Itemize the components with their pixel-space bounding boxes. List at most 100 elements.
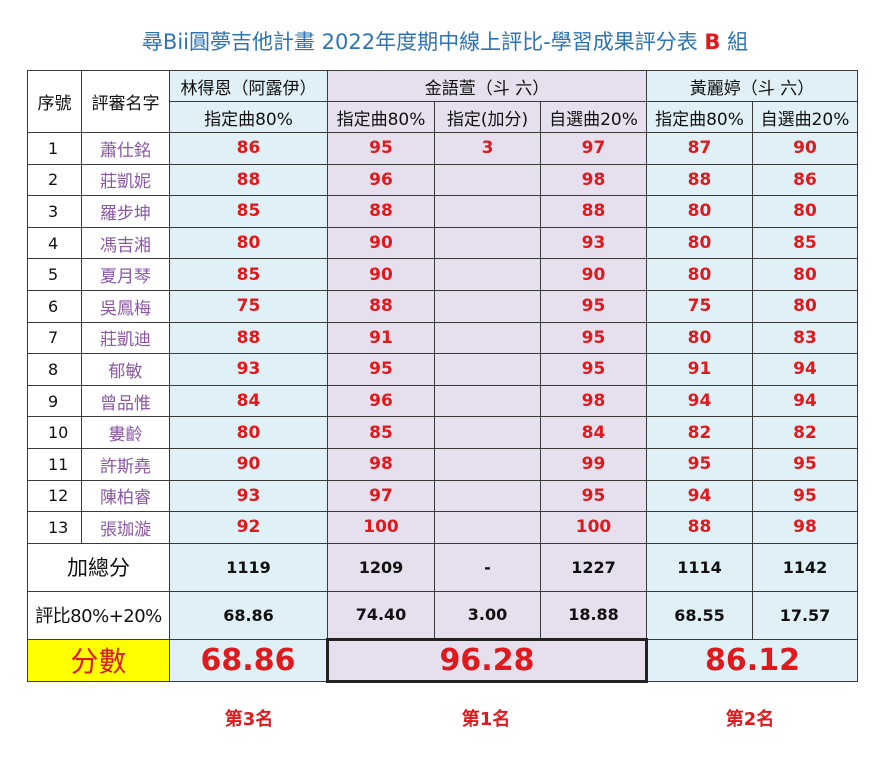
table-row: 7 莊凱迪 88 91 95 80 83 (27, 321, 858, 355)
score-cell: 93 (540, 226, 647, 260)
score-cell: 87 (646, 132, 753, 165)
score-cell: 80 (752, 195, 858, 228)
score-cell: 80 (646, 226, 753, 260)
score-cell: 80 (646, 195, 753, 228)
score-cell: 95 (646, 447, 753, 481)
score-cell: 96 (327, 384, 435, 418)
score-cell: 94 (646, 479, 753, 513)
final-score-player-2: 96.28 (326, 637, 648, 683)
score-cell: 84 (540, 416, 647, 449)
table-row: 10 婁齡 80 85 84 82 82 (27, 416, 858, 449)
row-index: 13 (27, 511, 82, 544)
score-cell: 88 (169, 321, 328, 355)
subheader-p1-set: 指定曲80% (169, 101, 328, 133)
row-index: 2 (27, 163, 82, 197)
score-cell: 94 (646, 384, 753, 418)
row-index: 5 (27, 258, 82, 291)
score-cell: 98 (327, 447, 435, 481)
score-cell: 93 (169, 479, 328, 513)
judge-name: 莊凱迪 (81, 321, 170, 355)
table-row: 6 吳鳳梅 75 88 95 75 80 (27, 289, 858, 323)
score-cell: 95 (540, 289, 647, 323)
score-cell (434, 289, 541, 323)
table-row: 4 馮吉湘 80 90 93 80 85 (27, 226, 858, 260)
table-row: 2 莊凱妮 88 96 98 88 86 (27, 163, 858, 197)
subheader-p2-bonus: 指定(加分) (434, 101, 541, 133)
score-cell: 95 (752, 447, 858, 481)
score-cell (434, 163, 541, 197)
score-cell: 86 (169, 132, 328, 165)
score-cell: 83 (752, 321, 858, 355)
score-cell: 90 (327, 258, 435, 291)
score-cell: 91 (327, 321, 435, 355)
score-cell: 80 (646, 258, 753, 291)
table-row: 9 曾品惟 84 96 98 94 94 (27, 384, 858, 418)
judge-name: 吳鳳梅 (81, 289, 170, 323)
judge-name: 馮吉湘 (81, 226, 170, 260)
ratio-cell: 3.00 (434, 590, 541, 640)
judge-name: 曾品惟 (81, 384, 170, 418)
title-text: 尋Bii圓夢吉他計畫 2022年度期中線上評比-學習成果評分表 (141, 30, 705, 54)
table-row: 12 陳柏睿 93 97 95 94 95 (27, 479, 858, 513)
table-row: 3 羅步坤 85 88 88 80 80 (27, 195, 858, 228)
score-cell: 90 (327, 226, 435, 260)
score-cell: 85 (327, 416, 435, 449)
ratio-cell: 18.88 (540, 590, 647, 640)
score-cell: 95 (540, 321, 647, 355)
score-cell: 80 (646, 321, 753, 355)
score-cell (434, 416, 541, 449)
score-cell: 96 (327, 163, 435, 197)
title-group-letter: B (704, 30, 721, 54)
score-cell (434, 384, 541, 418)
score-cell: 88 (169, 163, 328, 197)
score-cell: 90 (752, 132, 858, 165)
score-cell: 98 (540, 384, 647, 418)
header-player-3: 黃麗婷（斗 六） (646, 70, 858, 102)
judge-name: 莊凱妮 (81, 163, 170, 197)
score-cell: 94 (752, 384, 858, 418)
score-cell (434, 258, 541, 291)
total-cell: 1227 (540, 542, 647, 592)
score-cell: 75 (169, 289, 328, 323)
judge-name: 夏月琴 (81, 258, 170, 291)
judge-name: 羅步坤 (81, 195, 170, 228)
score-cell: 95 (327, 132, 435, 165)
score-cell: 3 (434, 132, 541, 165)
score-cell: 92 (169, 511, 328, 544)
row-index: 3 (27, 195, 82, 228)
score-cell (434, 353, 541, 386)
score-cell: 80 (169, 416, 328, 449)
score-cell: 100 (327, 511, 435, 544)
score-cell: 90 (540, 258, 647, 291)
ratio-cell: 17.57 (752, 590, 858, 640)
score-cell: 75 (646, 289, 753, 323)
judge-name: 蕭仕銘 (81, 132, 170, 165)
row-index: 6 (27, 289, 82, 323)
header-judge: 評審名字 (81, 70, 170, 133)
subheader-p3-set: 指定曲80% (646, 101, 753, 133)
score-cell: 94 (752, 353, 858, 386)
judge-name: 郁敏 (81, 353, 170, 386)
total-cell: 1209 (327, 542, 435, 592)
row-index: 12 (27, 479, 82, 513)
judge-name: 陳柏睿 (81, 479, 170, 513)
score-cell (434, 479, 541, 513)
score-cell: 85 (752, 226, 858, 260)
score-cell: 88 (540, 195, 647, 228)
subheader-p2-free: 自選曲20% (540, 101, 647, 133)
table-row: 8 郁敏 93 95 95 91 94 (27, 353, 858, 386)
score-cell: 93 (169, 353, 328, 386)
header-player-2: 金語萱（斗 六） (327, 70, 647, 102)
score-cell: 85 (169, 195, 328, 228)
header-index: 序號 (27, 70, 82, 133)
table-row: 11 許斯堯 90 98 99 95 95 (27, 447, 858, 481)
final-score-player-1: 68.86 (169, 638, 328, 682)
ratio-cell: 68.86 (169, 590, 328, 640)
row-index: 10 (27, 416, 82, 449)
rank-player-1: 第3名 (224, 709, 274, 730)
score-cell: 98 (540, 163, 647, 197)
score-cell: 84 (169, 384, 328, 418)
score-cell: 97 (327, 479, 435, 513)
rank-player-2: 第1名 (461, 709, 511, 730)
score-cell: 85 (169, 258, 328, 291)
